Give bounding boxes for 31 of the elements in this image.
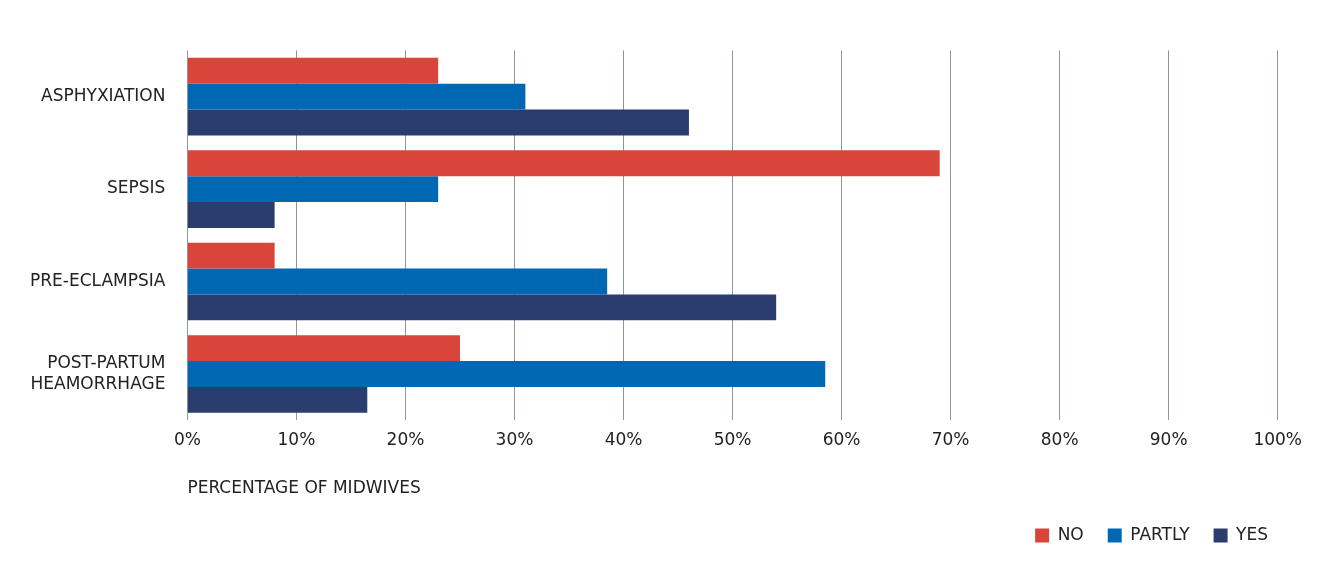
x-tick-label: 60% <box>822 428 861 449</box>
x-tick-label: 80% <box>1040 428 1079 449</box>
y-tick-label: SEPSIS <box>107 177 166 198</box>
x-tick-label: 20% <box>386 428 425 449</box>
bar <box>187 109 689 136</box>
bar <box>187 386 368 413</box>
x-tick-label: 100% <box>1253 428 1302 449</box>
x-axis-title: PERCENTAGE OF MIDWIVES <box>187 477 421 498</box>
bar <box>187 242 275 269</box>
x-tick-label: 30% <box>495 428 534 449</box>
y-tick-label: PRE-ECLAMPSIA <box>29 269 166 290</box>
legend-label: NO <box>1057 523 1084 544</box>
bar <box>187 57 439 84</box>
bar <box>187 335 460 362</box>
bar <box>187 268 608 295</box>
x-tick-label: 50% <box>713 428 752 449</box>
bar <box>187 83 526 110</box>
bar <box>187 150 940 177</box>
bar <box>187 202 275 228</box>
bar <box>187 176 439 203</box>
x-tick-label: 0% <box>173 428 201 449</box>
bar <box>187 294 777 321</box>
bar <box>187 361 826 387</box>
x-tick-label: 40% <box>604 428 643 449</box>
x-tick-label: 90% <box>1149 428 1188 449</box>
legend-label: PARTLY <box>1130 523 1191 544</box>
legend-label: YES <box>1235 523 1269 544</box>
y-tick-label: ASPHYXIATION <box>41 85 166 106</box>
y-tick-label: POST-PARTUM HEAMORRHAGE <box>30 352 166 393</box>
x-tick-label: 10% <box>277 428 316 449</box>
x-tick-label: 70% <box>931 428 970 449</box>
